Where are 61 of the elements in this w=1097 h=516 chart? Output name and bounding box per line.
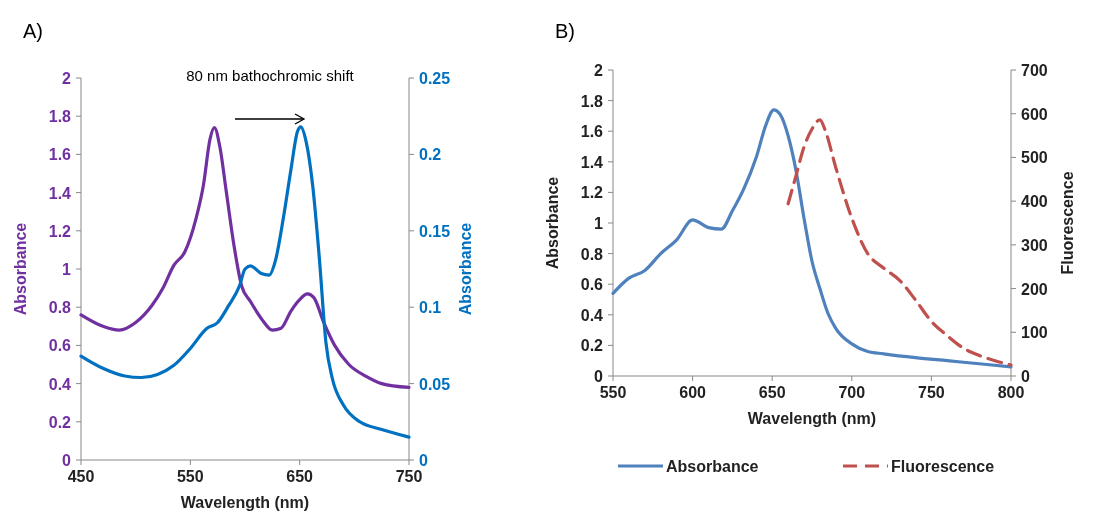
y-tick-label: 1.4 xyxy=(580,153,604,171)
y-tick-label: 0.2 xyxy=(580,337,604,355)
y-tick-label: 1 xyxy=(594,215,604,232)
y2-tick-label: 0 xyxy=(419,452,428,469)
y2-axis-title: Absorbance xyxy=(457,222,474,316)
chart-title: A) xyxy=(23,20,43,42)
y-tick-label: 0 xyxy=(594,368,604,385)
y-tick-label: 0.6 xyxy=(48,337,72,355)
y2-tick-label: 0.25 xyxy=(419,70,451,87)
x-tick-label: 700 xyxy=(838,384,866,401)
y-tick-label: 0.2 xyxy=(48,413,72,431)
x-tick-label: 550 xyxy=(176,468,204,485)
x-tick-label: 550 xyxy=(599,384,627,401)
y-tick-label: 1.6 xyxy=(580,123,604,141)
y2-tick-label: 500 xyxy=(1021,149,1048,167)
y-tick-label: 1.8 xyxy=(580,92,604,110)
y-tick-label: 2 xyxy=(594,62,604,79)
y2-tick-label: 0.2 xyxy=(419,146,442,164)
y2-tick-label: 0.15 xyxy=(419,222,451,240)
y-tick-label: 1.8 xyxy=(48,108,72,126)
y-tick-label: 0.6 xyxy=(580,276,604,294)
annotation: 80 nm bathochromic shift xyxy=(186,67,355,84)
y2-tick-label: 0.1 xyxy=(419,299,442,317)
y-tick-label: 0.4 xyxy=(580,306,604,324)
line-series xyxy=(786,118,1013,367)
y-tick-label: 2 xyxy=(62,70,72,87)
y-tick-label: 0.8 xyxy=(580,245,604,263)
line-series xyxy=(79,126,411,390)
y-axis-title: Absorbance xyxy=(12,222,29,316)
x-tick-label: 650 xyxy=(286,468,314,485)
y-tick-label: 1.2 xyxy=(48,222,72,240)
x-axis-title: Wavelength (nm) xyxy=(747,410,877,427)
y-tick-label: 0 xyxy=(62,452,72,469)
y-tick-label: 0.8 xyxy=(48,299,72,317)
y-tick-label: 0.4 xyxy=(48,375,72,393)
x-tick-label: 650 xyxy=(758,384,786,401)
line-series xyxy=(79,125,411,439)
y2-tick-label: 100 xyxy=(1021,324,1048,342)
y2-axis-title: Fluorescence xyxy=(1059,171,1076,275)
y-tick-label: 1.2 xyxy=(580,184,604,202)
y-axis-title: Absorbance xyxy=(544,176,561,270)
x-tick-label: 750 xyxy=(395,468,423,485)
y-tick-label: 1 xyxy=(62,261,72,278)
x-tick-label: 600 xyxy=(679,384,707,401)
y2-tick-label: 600 xyxy=(1021,105,1048,123)
x-tick-label: 800 xyxy=(997,384,1025,401)
legend-label: Fluorescence xyxy=(891,458,995,475)
x-axis-title: Wavelength (nm) xyxy=(180,494,310,511)
y2-tick-label: 0 xyxy=(1021,368,1030,385)
chart-title: B) xyxy=(555,20,575,42)
y-tick-label: 1.4 xyxy=(48,184,72,202)
x-tick-label: 450 xyxy=(67,468,95,485)
legend-label: Absorbance xyxy=(666,458,759,475)
x-tick-label: 750 xyxy=(918,384,945,401)
y2-tick-label: 300 xyxy=(1021,236,1048,254)
y2-tick-label: 400 xyxy=(1021,193,1048,211)
y2-tick-label: 0.05 xyxy=(419,375,451,393)
y2-tick-label: 700 xyxy=(1021,62,1048,79)
y-tick-label: 1.6 xyxy=(48,146,72,164)
y2-tick-label: 200 xyxy=(1021,280,1048,298)
line-series xyxy=(611,108,1013,369)
